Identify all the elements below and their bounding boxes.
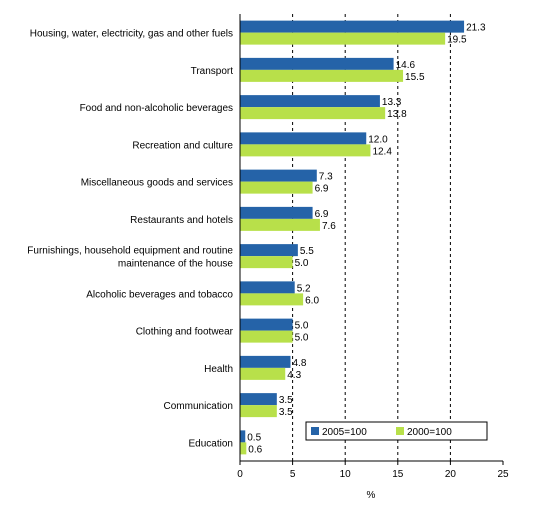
bar bbox=[240, 57, 394, 70]
x-tick-label: 0 bbox=[237, 469, 243, 480]
bar-value-label: 13.3 bbox=[382, 97, 402, 108]
bar-value-label: 0.6 bbox=[248, 444, 262, 455]
legend-swatch-2005 bbox=[311, 427, 319, 435]
category-label: Clothing and footwear bbox=[136, 327, 234, 338]
bar-value-label: 7.3 bbox=[319, 172, 333, 183]
bar bbox=[240, 430, 246, 443]
bar-value-label: 19.5 bbox=[447, 35, 467, 46]
bar-value-label: 12.4 bbox=[372, 146, 392, 157]
bar-value-label: 14.6 bbox=[396, 60, 416, 71]
bar bbox=[240, 95, 380, 108]
bar bbox=[240, 405, 277, 418]
bar bbox=[240, 393, 277, 406]
bar-value-label: 12.0 bbox=[368, 134, 388, 145]
bar-value-label: 7.6 bbox=[322, 221, 336, 232]
labels: 21.319.5 Housing, water, electricity, gas… bbox=[27, 23, 486, 456]
category-label: maintenance of the house bbox=[118, 259, 234, 270]
bar bbox=[240, 318, 293, 331]
bar bbox=[240, 20, 465, 33]
x-tick-label: 20 bbox=[445, 469, 457, 480]
bar bbox=[240, 355, 291, 368]
bar bbox=[240, 169, 317, 182]
category-label: Miscellaneous goods and services bbox=[81, 178, 233, 189]
category-label: Health bbox=[204, 364, 233, 375]
gridlines bbox=[292, 14, 451, 461]
bar-value-label: 6.0 bbox=[305, 295, 319, 306]
bar-value-label: 13.8 bbox=[387, 109, 407, 120]
bar-value-label: 6.9 bbox=[315, 184, 329, 195]
bar-value-label: 5.0 bbox=[295, 333, 309, 344]
bar-value-label: 3.5 bbox=[279, 395, 293, 406]
bar-value-label: 3.5 bbox=[279, 407, 293, 418]
bar bbox=[240, 281, 295, 294]
category-label: Recreation and culture bbox=[132, 140, 233, 151]
bar-value-label: 5.0 bbox=[295, 258, 309, 269]
bar bbox=[240, 367, 286, 380]
legend-label-2000: 2000=100 bbox=[407, 427, 452, 438]
bar bbox=[240, 69, 404, 82]
bar-value-label: 4.8 bbox=[292, 358, 306, 369]
bar bbox=[240, 181, 313, 194]
bar bbox=[240, 32, 446, 45]
category-label: Furnishings, household equipment and rou… bbox=[27, 246, 233, 257]
legend: 2005=100 2000=100 bbox=[305, 421, 488, 441]
bar-value-label: 5.0 bbox=[295, 321, 309, 332]
category-label: Communication bbox=[164, 401, 233, 412]
bar bbox=[240, 256, 293, 269]
bar bbox=[240, 206, 313, 219]
x-tick-label: 15 bbox=[392, 469, 404, 480]
bar bbox=[240, 218, 320, 231]
legend-swatch-2000 bbox=[396, 427, 404, 435]
bar bbox=[240, 442, 247, 455]
category-label: Food and non-alcoholic beverages bbox=[80, 103, 233, 114]
bar bbox=[240, 107, 386, 120]
bar bbox=[240, 244, 298, 257]
category-label: Alcoholic beverages and tobacco bbox=[86, 289, 233, 300]
category-label: Transport bbox=[191, 66, 234, 77]
legend-label-2005: 2005=100 bbox=[322, 427, 367, 438]
bar-value-label: 21.3 bbox=[466, 23, 486, 34]
bar bbox=[240, 293, 304, 306]
x-tick-label: 5 bbox=[290, 469, 296, 480]
bar-value-label: 5.2 bbox=[297, 283, 311, 294]
category-label: Housing, water, electricity, gas and oth… bbox=[30, 29, 233, 40]
category-label: Restaurants and hotels bbox=[130, 215, 233, 226]
bar-value-label: 0.5 bbox=[247, 432, 261, 443]
bar bbox=[240, 330, 293, 343]
bars bbox=[240, 20, 465, 455]
bar bbox=[240, 132, 367, 145]
x-tick-label: 25 bbox=[497, 469, 509, 480]
bar-value-label: 4.3 bbox=[287, 370, 301, 381]
x-axis-title: % bbox=[367, 490, 376, 501]
bar-value-label: 6.9 bbox=[315, 209, 329, 220]
category-label: Education bbox=[189, 438, 233, 449]
bar-value-label: 5.5 bbox=[300, 246, 314, 257]
bar bbox=[240, 144, 371, 157]
x-axis: 0 5 10 15 20 25 bbox=[237, 14, 509, 480]
bar-value-label: 15.5 bbox=[405, 72, 425, 83]
x-tick-label: 10 bbox=[340, 469, 352, 480]
